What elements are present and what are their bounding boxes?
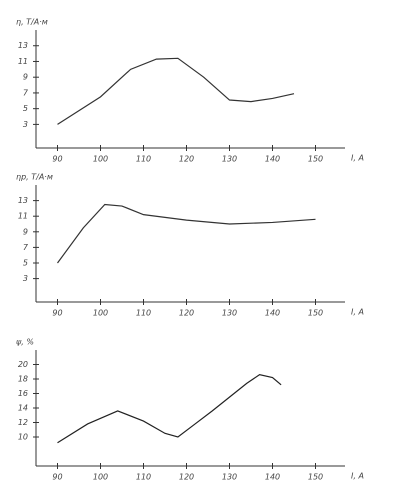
y-tick-label: 7 (23, 243, 29, 252)
x-tick-label: 90 (52, 309, 62, 318)
y-tick-label: 16 (18, 389, 28, 398)
x-tick-label: 130 (222, 473, 237, 482)
data-line (57, 374, 282, 444)
x-tick-label: 110 (136, 309, 151, 318)
x-tick-label: 120 (179, 309, 194, 318)
y-tick-label: 18 (18, 375, 28, 384)
x-tick-label: 100 (93, 155, 108, 164)
y-tick-label: 7 (23, 88, 29, 97)
x-tick-label: 150 (308, 155, 323, 164)
x-tick-label: 120 (179, 155, 194, 164)
y-tick-label: 9 (23, 73, 28, 82)
x-tick-label: 110 (136, 155, 151, 164)
x-axis-label: I, A (351, 154, 364, 163)
x-tick-label: 120 (179, 473, 194, 482)
y-tick-label: 3 (23, 274, 28, 283)
data-line (57, 203, 316, 264)
y-tick-label: 13 (18, 41, 28, 50)
x-tick-label: 110 (136, 473, 151, 482)
y-tick-label: 10 (18, 433, 28, 442)
y-tick-label: 11 (18, 212, 28, 221)
x-tick-label: 140 (265, 473, 280, 482)
x-tick-label: 130 (222, 155, 237, 164)
y-tick-label: 11 (18, 57, 28, 66)
x-tick-label: 100 (93, 309, 108, 318)
y-tick-label: 5 (23, 259, 28, 268)
y-axis-label: ψ, % (16, 338, 34, 347)
x-tick-label: 130 (222, 309, 237, 318)
x-tick-label: 150 (308, 473, 323, 482)
x-axis-label: I, A (351, 472, 364, 481)
x-tick-label: 150 (308, 309, 323, 318)
x-tick-label: 140 (265, 309, 280, 318)
data-line (57, 57, 295, 125)
x-tick-label: 90 (52, 473, 62, 482)
x-tick-label: 100 (93, 473, 108, 482)
y-tick-label: 12 (18, 418, 28, 427)
x-tick-label: 90 (52, 155, 62, 164)
y-axis-label: ηp, Т/А·м (16, 173, 53, 182)
y-tick-label: 20 (18, 360, 28, 369)
y-tick-label: 14 (18, 404, 28, 413)
y-tick-label: 9 (23, 227, 28, 236)
x-axis-label: I, A (351, 308, 364, 317)
y-tick-label: 13 (18, 196, 28, 205)
y-tick-label: 5 (23, 104, 28, 113)
y-tick-label: 3 (23, 120, 28, 129)
x-tick-label: 140 (265, 155, 280, 164)
y-axis-label: η, Т/А·м (16, 18, 48, 27)
